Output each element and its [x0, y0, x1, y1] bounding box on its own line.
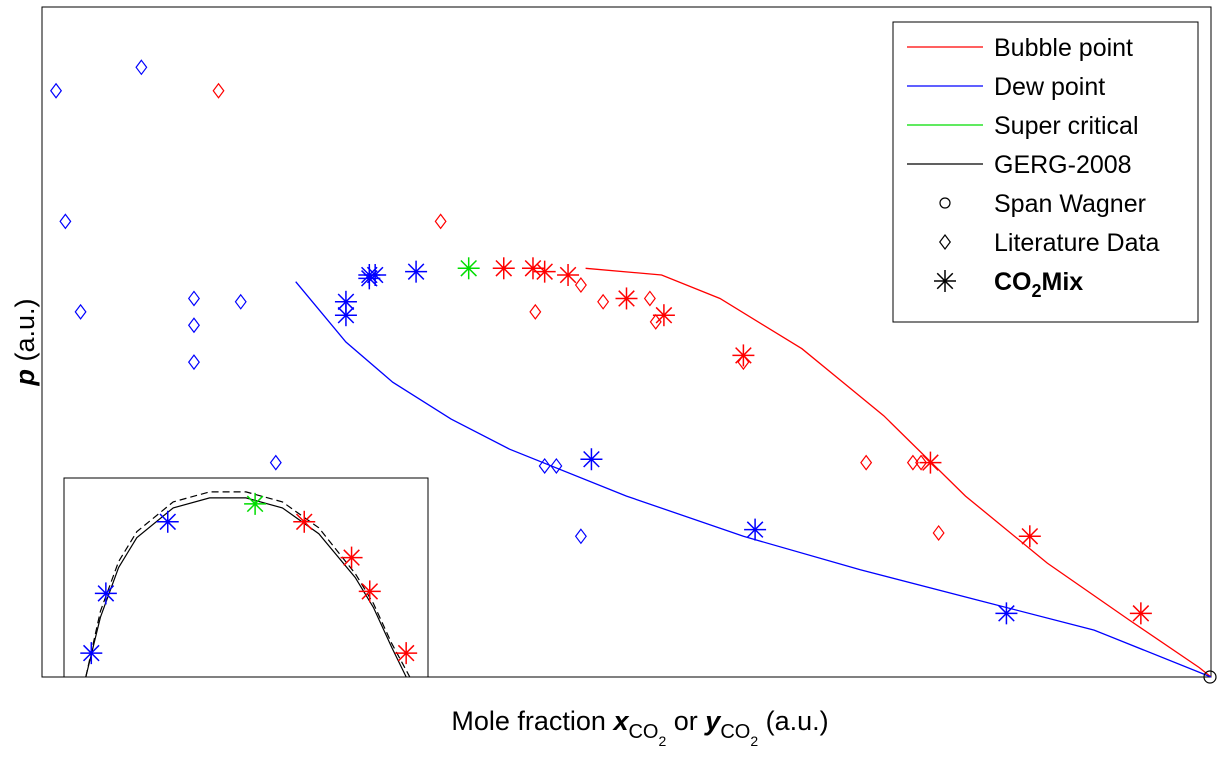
inset-star-1	[94, 582, 117, 605]
series-line-1	[295, 281, 1212, 678]
series-6-point-5	[643, 290, 656, 307]
inset-curve-1	[85, 491, 411, 678]
y-axis-label: p (a.u.)	[10, 298, 40, 386]
y-axis-unit: (a.u.)	[10, 298, 40, 369]
inset-star-4	[293, 510, 316, 533]
legend-label: GERG-2008	[994, 151, 1132, 179]
inset-layer	[63, 477, 429, 678]
series-5-point-4	[187, 290, 200, 307]
inset-frame	[63, 477, 429, 678]
x-axis-unit: (a.u.)	[758, 706, 829, 736]
series-5-point-11	[574, 528, 587, 545]
series-2-point-1	[334, 290, 357, 313]
series-6-point-6	[649, 313, 662, 330]
series-5-point-6	[187, 354, 200, 371]
x-axis-subsub-y: 2	[750, 733, 758, 749]
series-5-point-9	[538, 457, 551, 474]
inset-curve-0	[85, 497, 407, 678]
inset-star-3	[244, 492, 267, 515]
series-6-point-9	[906, 454, 919, 471]
inset-star-7	[395, 642, 418, 665]
inset-star-0	[80, 642, 103, 665]
legend-label-text: Literature Data	[994, 229, 1159, 257]
series-2-point-7	[744, 518, 767, 541]
series-6-point-3	[574, 277, 587, 294]
x-axis-symbol-y: y	[703, 706, 722, 736]
series-5-point-7	[234, 293, 247, 310]
plot-layer	[50, 59, 1217, 684]
legend-label-text: CO	[994, 268, 1032, 296]
series-4-point-0	[492, 257, 515, 280]
legend-label: Bubble point	[994, 34, 1133, 62]
series-5-point-8	[269, 454, 282, 471]
x-axis-label: Mole fraction xCO2 or yCO2 (a.u.)	[451, 706, 828, 749]
series-6-point-4	[597, 293, 610, 310]
series-6-point-7	[737, 354, 750, 371]
legend-entry-2: Super critical	[907, 112, 1139, 140]
series-4-point-7	[919, 451, 942, 474]
series-5-point-10	[550, 457, 563, 474]
legend-entry-1: Dew point	[907, 73, 1105, 101]
inset-star-2	[156, 510, 179, 533]
series-2-point-4	[364, 264, 387, 286]
legend: Bubble point Dew point Super critical GERG-…	[892, 21, 1199, 323]
series-6-point-2	[529, 303, 542, 320]
legend-label-text: Span Wagner	[994, 190, 1146, 218]
legend-swatch-circle	[939, 197, 951, 209]
series-6-point-1	[434, 213, 447, 230]
legend-label-suffix: Mix	[1042, 268, 1084, 296]
x-axis-label-prefix: Mole fraction	[451, 706, 613, 736]
series-2-point-0	[334, 304, 357, 327]
series-3-point-0	[457, 257, 480, 280]
x-axis-or: or	[666, 706, 705, 736]
legend-label-text: Dew point	[994, 73, 1105, 101]
series-4-point-9	[1129, 602, 1152, 625]
series-6-point-0	[212, 82, 225, 99]
legend-label-text: GERG-2008	[994, 151, 1132, 179]
legend-label: Literature Data	[994, 229, 1159, 257]
series-7-point-0	[1203, 670, 1217, 684]
series-6-point-11	[932, 524, 945, 541]
legend-entry-6: CO2Mix	[934, 268, 1083, 301]
inset-star-6	[358, 580, 381, 603]
series-2-point-5	[405, 260, 428, 283]
series-4-point-2	[533, 260, 556, 283]
legend-label-text: Bubble point	[994, 34, 1133, 62]
series-6-point-8	[860, 454, 873, 471]
inset-star-5	[340, 546, 363, 569]
y-axis-symbol: p	[10, 369, 40, 387]
legend-label-text: Super critical	[994, 112, 1139, 140]
series-4-point-3	[557, 264, 580, 286]
legend-label: Span Wagner	[994, 190, 1146, 218]
legend-entry-4: Span Wagner	[939, 190, 1146, 218]
legend-entry-3: GERG-2008	[907, 151, 1132, 179]
series-4-point-4	[615, 287, 638, 310]
x-axis-subsub-x: 2	[658, 733, 666, 749]
series-5-point-3	[74, 303, 87, 320]
series-5-point-1	[135, 59, 148, 76]
series-5-point-2	[59, 213, 72, 230]
legend-label-sub: 2	[1032, 281, 1042, 301]
series-5-point-0	[50, 82, 63, 99]
legend-entry-0: Bubble point	[907, 34, 1133, 62]
legend-label: Dew point	[994, 73, 1105, 101]
series-4-point-8	[1018, 525, 1041, 548]
legend-swatch-diamond	[939, 234, 951, 250]
legend-entry-5: Literature Data	[939, 229, 1159, 257]
x-axis-symbol-x: x	[611, 706, 629, 736]
series-2-point-8	[995, 602, 1018, 625]
series-6-point-10	[915, 454, 928, 471]
series-2-point-6	[580, 448, 603, 471]
x-axis-subscript-x: CO	[628, 721, 658, 743]
series-5-point-5	[187, 317, 200, 334]
legend-label: CO2Mix	[994, 268, 1083, 301]
legend-swatch-star	[934, 270, 956, 292]
legend-label: Super critical	[994, 112, 1139, 140]
x-axis-subscript-y: CO	[720, 721, 750, 743]
legend-box	[892, 21, 1199, 323]
